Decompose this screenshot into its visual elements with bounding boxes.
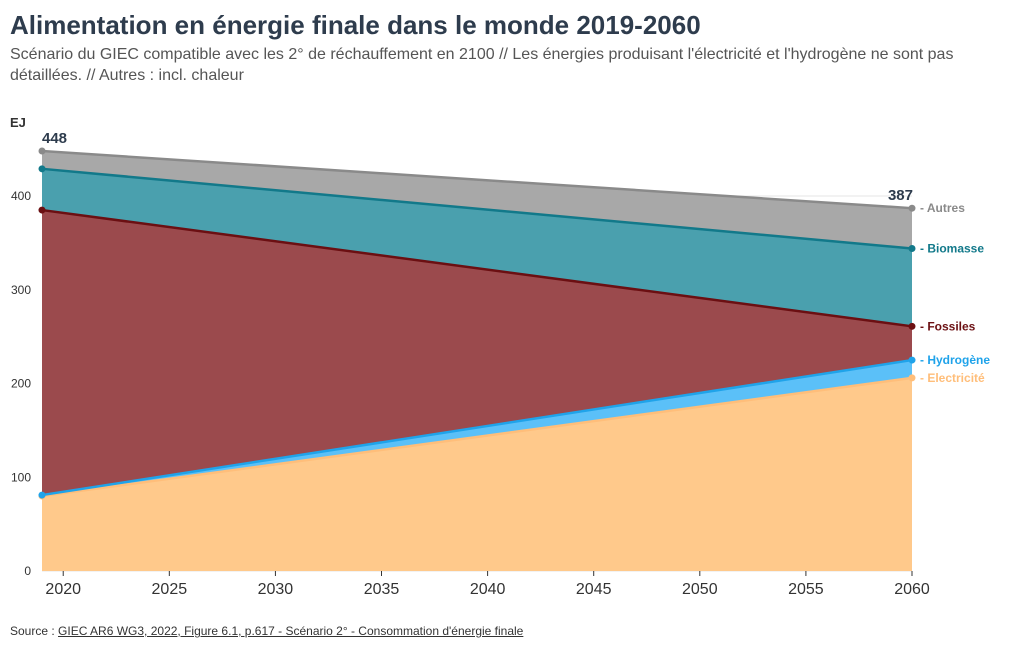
area-biomasse	[42, 168, 912, 327]
x-tick-label: 2045	[576, 581, 612, 598]
line-autres	[41, 149, 913, 210]
point-autres	[908, 204, 916, 212]
x-tick-label: 2035	[364, 581, 400, 598]
chart-title: Alimentation en énergie finale dans le m…	[10, 10, 701, 40]
area-autres	[42, 151, 912, 249]
area-chart: 0 100 200 300 400 EJ 2020 2025 2030 2035 2040 2045 2…	[10, 115, 990, 598]
legend-label-electricité: - Electricité	[920, 371, 985, 385]
legend-label-autres: - Autres	[920, 201, 965, 215]
area-fossiles	[42, 210, 912, 496]
area-electricité	[42, 377, 912, 571]
legend-label-hydrogène: - Hydrogène	[920, 353, 990, 367]
y-axis-label: EJ	[10, 115, 26, 130]
y-tick-label: 0	[24, 564, 31, 578]
x-tick-label: 2020	[45, 581, 81, 598]
source-link[interactable]: GIEC AR6 WG3, 2022, Figure 6.1, p.617 - …	[58, 624, 524, 638]
y-tick-label: 200	[11, 377, 31, 391]
point-electricité	[908, 374, 916, 382]
point-hydrogène	[38, 491, 46, 499]
chart-subtitle: Scénario du GIEC compatible avec les 2° …	[10, 46, 954, 84]
point-fossiles	[908, 322, 916, 330]
point-biomasse	[908, 245, 916, 252]
source-note: Source : GIEC AR6 WG3, 2022, Figure 6.1,…	[10, 624, 523, 638]
x-tick-label: 2050	[682, 581, 718, 598]
x-tick-label: 2040	[470, 581, 506, 598]
line-hydrogène	[41, 358, 913, 497]
point-hydrogène	[908, 356, 916, 364]
y-tick-label: 100	[11, 470, 31, 484]
line-electricité	[41, 376, 913, 498]
y-tick-label: 300	[11, 283, 31, 297]
legend-label-biomasse: - Biomasse	[920, 242, 984, 256]
x-tick-label: 2055	[788, 581, 824, 598]
point-biomasse	[38, 165, 46, 173]
x-tick-label: 2030	[258, 581, 294, 598]
total-label: 448	[42, 130, 67, 147]
source-prefix: Source :	[10, 624, 59, 638]
line-biomasse	[41, 167, 913, 250]
x-tick-label: 2025	[152, 581, 188, 598]
y-tick-label: 400	[11, 189, 31, 203]
legend-label-fossiles: - Fossiles	[920, 319, 976, 333]
point-fossiles	[38, 206, 46, 214]
point-autres	[38, 147, 46, 155]
total-label: 387	[888, 187, 913, 204]
line-fossiles	[41, 208, 913, 328]
x-tick-label: 2060	[894, 581, 930, 598]
